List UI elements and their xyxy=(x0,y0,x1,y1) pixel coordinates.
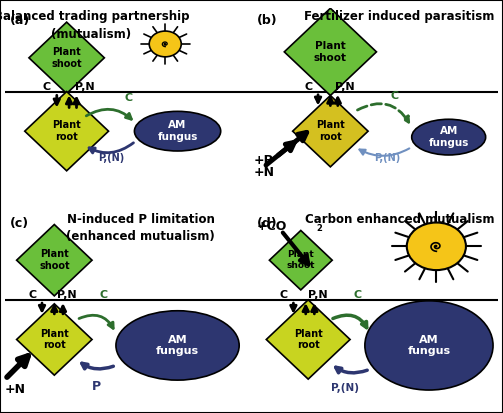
Text: C: C xyxy=(28,290,36,300)
Text: (b): (b) xyxy=(257,14,277,27)
Text: +P: +P xyxy=(254,154,274,167)
Text: Plant
shoot: Plant shoot xyxy=(39,249,69,271)
Text: Carbon enhanced mutualism: Carbon enhanced mutualism xyxy=(305,213,494,225)
FancyArrowPatch shape xyxy=(79,315,113,328)
Text: Plant
root: Plant root xyxy=(52,120,81,142)
Text: (c): (c) xyxy=(10,216,29,230)
Text: P,N: P,N xyxy=(336,81,355,92)
Text: (a): (a) xyxy=(10,14,30,27)
FancyArrowPatch shape xyxy=(333,315,367,328)
Polygon shape xyxy=(17,225,92,296)
Text: Balanced trading partnership: Balanced trading partnership xyxy=(0,10,189,23)
Text: P,(N): P,(N) xyxy=(98,153,124,163)
Text: Plant
shoot: Plant shoot xyxy=(287,251,315,270)
Text: 2: 2 xyxy=(317,224,323,233)
Text: P,N: P,N xyxy=(57,290,76,300)
FancyArrowPatch shape xyxy=(82,363,113,369)
Polygon shape xyxy=(29,22,104,93)
Ellipse shape xyxy=(116,311,239,380)
FancyArrowPatch shape xyxy=(89,143,133,153)
Polygon shape xyxy=(270,230,332,290)
Circle shape xyxy=(149,31,181,57)
FancyArrowPatch shape xyxy=(336,367,367,373)
Text: (enhanced mutualism): (enhanced mutualism) xyxy=(66,230,215,243)
FancyArrowPatch shape xyxy=(360,148,409,156)
Ellipse shape xyxy=(411,119,485,155)
Text: P,(N): P,(N) xyxy=(374,153,400,163)
FancyArrowPatch shape xyxy=(358,104,408,122)
Text: +N: +N xyxy=(254,166,275,179)
Ellipse shape xyxy=(134,112,221,151)
Text: AM
fungus: AM fungus xyxy=(429,126,469,148)
Text: N-induced P limitation: N-induced P limitation xyxy=(67,213,214,225)
Text: Plant
shoot: Plant shoot xyxy=(51,47,82,69)
Polygon shape xyxy=(266,300,350,379)
Text: C: C xyxy=(43,82,51,92)
Text: (d): (d) xyxy=(257,216,277,230)
Text: C: C xyxy=(124,93,132,103)
Text: +N: +N xyxy=(5,382,26,396)
Text: +CO: +CO xyxy=(257,220,287,233)
Text: P,N: P,N xyxy=(75,82,95,92)
Polygon shape xyxy=(17,304,92,375)
Text: AM
fungus: AM fungus xyxy=(156,335,199,356)
Text: Plant
root: Plant root xyxy=(294,329,322,350)
Text: P: P xyxy=(92,380,101,393)
Polygon shape xyxy=(25,92,109,171)
Polygon shape xyxy=(284,8,376,95)
Circle shape xyxy=(407,223,466,270)
Text: Fertilizer induced parasitism: Fertilizer induced parasitism xyxy=(304,10,494,23)
Text: AM
fungus: AM fungus xyxy=(157,120,198,142)
Text: C: C xyxy=(100,290,108,300)
Text: C: C xyxy=(354,290,362,300)
Text: Plant
shoot: Plant shoot xyxy=(314,41,347,63)
Text: (mutualism): (mutualism) xyxy=(51,28,131,41)
Text: C: C xyxy=(390,91,398,102)
Ellipse shape xyxy=(365,301,493,390)
Text: Plant
root: Plant root xyxy=(316,120,345,142)
Text: P,N: P,N xyxy=(308,290,328,300)
Text: C: C xyxy=(280,290,288,300)
Text: C: C xyxy=(304,81,312,92)
Text: AM
fungus: AM fungus xyxy=(407,335,451,356)
Text: P,(N): P,(N) xyxy=(331,383,359,393)
Polygon shape xyxy=(293,95,368,167)
FancyArrowPatch shape xyxy=(87,109,131,119)
Text: Plant
root: Plant root xyxy=(40,329,69,350)
